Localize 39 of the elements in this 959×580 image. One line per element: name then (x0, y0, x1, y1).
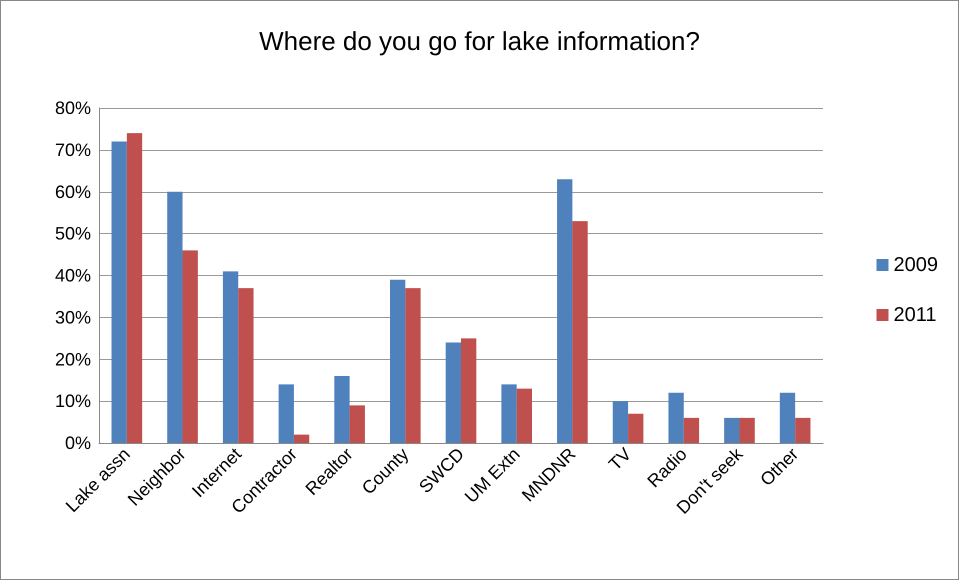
chart-title: Where do you go for lake information? (259, 26, 700, 56)
bar (461, 338, 476, 443)
legend-label: 2009 (894, 254, 938, 276)
bar (780, 392, 796, 443)
bar (278, 384, 294, 443)
bar (182, 250, 198, 443)
bar (334, 376, 350, 443)
x-tick-label: TV (604, 444, 636, 474)
bar (668, 392, 684, 443)
bar (501, 384, 517, 443)
bar (446, 342, 461, 443)
bar (739, 418, 755, 443)
bar (684, 418, 700, 443)
y-tick-label: 0% (64, 433, 91, 453)
y-tick-label: 80% (54, 98, 91, 118)
y-tick-label: 40% (54, 266, 91, 286)
y-tick-label: 30% (54, 307, 91, 328)
y-tick-label: 60% (54, 182, 91, 202)
bar (112, 142, 127, 443)
y-tick-label: 10% (54, 391, 91, 412)
bar (572, 221, 588, 443)
y-tick-label: 50% (54, 224, 91, 244)
bar (294, 434, 310, 443)
bar (390, 280, 406, 443)
bar (405, 288, 421, 443)
bar (557, 179, 572, 443)
bar (628, 414, 644, 443)
bar (350, 405, 365, 443)
bar (222, 271, 238, 443)
y-tick-label: 70% (54, 140, 91, 160)
bar (612, 401, 628, 443)
bar (516, 388, 532, 443)
bar (795, 418, 810, 443)
bar (238, 288, 254, 443)
bar (126, 133, 142, 443)
bar (167, 192, 183, 443)
legend-label: 2011 (894, 304, 937, 326)
bar (724, 418, 740, 443)
y-tick-label: 20% (54, 349, 91, 370)
